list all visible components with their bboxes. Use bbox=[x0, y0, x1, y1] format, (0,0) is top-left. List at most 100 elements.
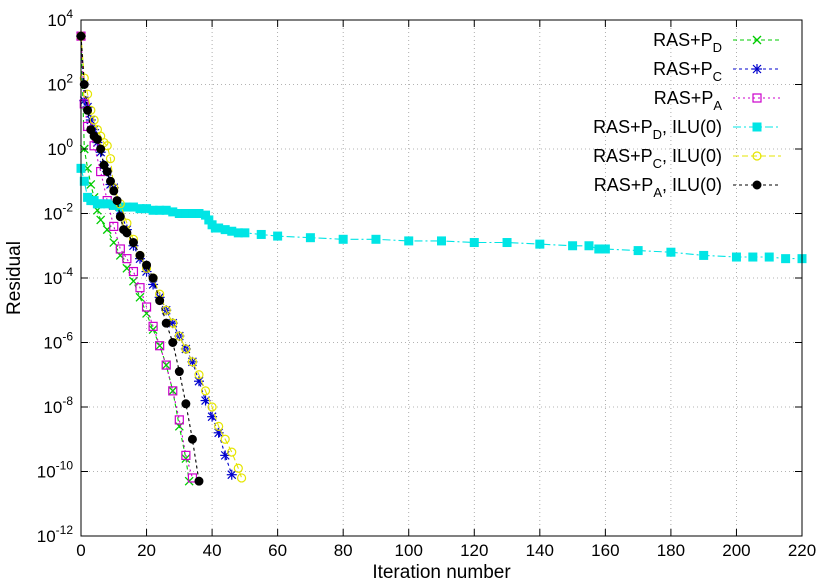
legend-marker bbox=[752, 122, 762, 132]
series-point bbox=[148, 321, 158, 331]
y-tick-label: 10-10 bbox=[37, 459, 74, 482]
y-tick-label: 10-2 bbox=[43, 201, 73, 224]
x-tick-label: 80 bbox=[334, 541, 353, 560]
series-point bbox=[600, 244, 610, 254]
series-point bbox=[135, 292, 145, 302]
series-point bbox=[96, 215, 106, 225]
series-point bbox=[112, 196, 122, 206]
x-tick-label: 20 bbox=[137, 541, 156, 560]
series-line bbox=[80, 36, 193, 479]
series-5 bbox=[76, 31, 204, 486]
series-point bbox=[181, 399, 191, 409]
legend-label: RAS+PD, ILU(0) bbox=[593, 117, 722, 142]
y-tick-base: 10 bbox=[47, 76, 66, 95]
legend-label-main: RAS+P bbox=[653, 30, 713, 50]
y-tick-label: 100 bbox=[47, 136, 73, 159]
series-point bbox=[105, 176, 115, 186]
series-point bbox=[226, 469, 237, 480]
series-point bbox=[181, 344, 191, 354]
series-point bbox=[148, 325, 158, 335]
legend-entry: RAS+PA, ILU(0) bbox=[594, 175, 781, 200]
series-point bbox=[168, 386, 178, 396]
y-tick-base: 10 bbox=[47, 140, 66, 159]
series-point bbox=[535, 239, 545, 249]
series-point bbox=[633, 246, 643, 256]
series-point bbox=[181, 454, 191, 464]
series-point bbox=[699, 250, 709, 260]
series-point bbox=[207, 402, 217, 412]
y-tick-base: 10 bbox=[37, 527, 56, 546]
series-point bbox=[187, 434, 197, 444]
legend-entry: RAS+PC bbox=[653, 59, 781, 84]
x-tick-label: 160 bbox=[591, 541, 619, 560]
legend-label-subscript: A bbox=[713, 98, 722, 113]
series-point bbox=[115, 244, 125, 254]
legend-label-main: RAS+P bbox=[593, 146, 653, 166]
legend-label-main: RAS+P bbox=[653, 59, 713, 79]
series-point bbox=[568, 241, 578, 251]
x-tick-label: 220 bbox=[788, 541, 816, 560]
series-point bbox=[92, 134, 102, 144]
y-tick-base: 10 bbox=[43, 398, 62, 417]
legend-label-subscript: D bbox=[713, 40, 722, 55]
legend-label-main: RAS+P bbox=[594, 175, 654, 195]
series-point bbox=[122, 254, 132, 264]
series-1 bbox=[76, 31, 237, 480]
legend-entry: RAS+PA bbox=[654, 88, 781, 113]
legend-marker bbox=[752, 35, 762, 45]
series-point bbox=[128, 266, 139, 277]
y-tick-base: 10 bbox=[37, 463, 56, 482]
y-tick-label: 10-8 bbox=[43, 394, 73, 417]
series-point bbox=[236, 473, 247, 483]
series-point bbox=[194, 476, 204, 486]
series-point bbox=[141, 302, 152, 312]
legend-label-main: RAS+P bbox=[593, 117, 653, 137]
legend-label-suffix: , ILU(0) bbox=[662, 146, 722, 166]
y-tick-exponent: -8 bbox=[62, 394, 73, 408]
series-point bbox=[135, 283, 145, 293]
series-point bbox=[122, 228, 132, 238]
series-point bbox=[82, 89, 93, 99]
series-point bbox=[135, 250, 145, 260]
series-point bbox=[79, 176, 89, 186]
y-tick-label: 102 bbox=[47, 72, 73, 95]
legend-marker bbox=[752, 180, 762, 190]
y-tick-base: 10 bbox=[43, 205, 62, 224]
x-tick-label: 180 bbox=[657, 541, 685, 560]
legend-label-subscript: C bbox=[653, 156, 662, 171]
y-tick-exponent: 4 bbox=[66, 7, 73, 21]
series-point bbox=[469, 238, 479, 248]
series-point bbox=[155, 341, 165, 351]
legend-label: RAS+PC bbox=[653, 59, 722, 84]
y-tick-label: 104 bbox=[47, 7, 73, 30]
series-point bbox=[168, 338, 178, 347]
series-point bbox=[148, 273, 158, 283]
x-tick-label: 100 bbox=[395, 541, 423, 560]
y-tick-label: 10-6 bbox=[43, 330, 73, 353]
series-point bbox=[155, 296, 165, 306]
series-point bbox=[174, 367, 184, 377]
legend-label: RAS+PA, ILU(0) bbox=[594, 175, 722, 200]
series-point bbox=[404, 236, 414, 246]
series-point bbox=[214, 421, 224, 431]
y-tick-exponent: 0 bbox=[66, 136, 73, 150]
series-point bbox=[109, 186, 119, 196]
series-point bbox=[174, 331, 184, 341]
series-point bbox=[142, 260, 152, 270]
legend-marker bbox=[752, 151, 762, 161]
x-tick-label: 0 bbox=[76, 541, 85, 560]
series-point bbox=[240, 228, 250, 238]
series-point bbox=[184, 476, 194, 486]
series-point bbox=[666, 247, 676, 257]
x-axis-label: Iteration number bbox=[372, 562, 511, 581]
y-tick-exponent: -4 bbox=[62, 265, 73, 279]
series-point bbox=[155, 341, 165, 351]
legend-label-main: RAS+P bbox=[654, 88, 714, 108]
y-axis-label: Residual bbox=[4, 241, 25, 315]
y-tick-label: 10-12 bbox=[37, 523, 74, 546]
x-tick-label: 60 bbox=[268, 541, 287, 560]
y-tick-exponent: -10 bbox=[56, 459, 74, 473]
series-point bbox=[764, 252, 774, 262]
